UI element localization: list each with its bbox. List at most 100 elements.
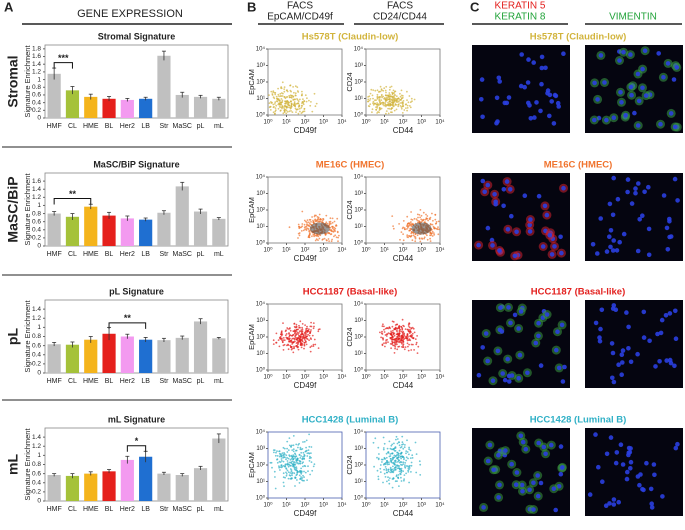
- if-nucleus: [518, 433, 524, 439]
- facs-event: [393, 352, 396, 354]
- facs-event: [306, 452, 309, 455]
- facs-event: [317, 347, 320, 349]
- facs-event: [390, 111, 392, 114]
- if-nucleus: [620, 462, 626, 467]
- if-nucleus: [625, 177, 631, 182]
- facs-event: [298, 442, 300, 445]
- y-tick-label: 10³: [256, 191, 265, 197]
- facs-event: [299, 448, 302, 451]
- facs-event: [435, 227, 438, 230]
- facs-event: [438, 228, 440, 231]
- facs-event: [293, 322, 296, 325]
- facs-event: [403, 478, 405, 480]
- facs-event: [317, 328, 320, 331]
- if-nucleus: [619, 372, 624, 378]
- facs-event: [298, 454, 301, 456]
- facs-event: [284, 463, 287, 466]
- facs-event: [391, 341, 394, 344]
- facs-event: [294, 485, 296, 487]
- facs-event: [295, 323, 298, 326]
- facs-event: [329, 217, 332, 220]
- facs-event: [401, 443, 403, 446]
- facs-event: [300, 455, 302, 457]
- row-label: pL: [5, 328, 21, 346]
- facs-title: FACS: [387, 1, 413, 12]
- facs-event: [411, 239, 414, 242]
- row-label: mL: [5, 454, 21, 475]
- facs-event: [308, 460, 311, 462]
- facs-event: [309, 346, 312, 349]
- facs-event: [310, 461, 313, 463]
- if-nucleus: [561, 51, 566, 56]
- facs-event: [407, 349, 410, 352]
- x-tick-label: mL: [214, 123, 224, 130]
- x-tick-label: Her2: [120, 378, 135, 385]
- bar: [102, 333, 116, 373]
- facs-event: [416, 352, 419, 354]
- facs-event: [403, 109, 406, 111]
- facs-event: [282, 472, 285, 475]
- if-nucleus: [523, 446, 529, 452]
- if-nucleus: [552, 244, 557, 249]
- y-tick-label: 10³: [354, 446, 363, 452]
- facs-event: [290, 464, 292, 467]
- x-tick-label: 10²: [399, 120, 408, 126]
- if-nucleus: [480, 345, 486, 350]
- if-nucleus: [487, 442, 493, 448]
- facs-event: [402, 226, 405, 229]
- facs-event: [292, 455, 295, 458]
- facs-event: [399, 102, 402, 104]
- if-nucleus: [641, 487, 646, 493]
- facs-event: [410, 331, 412, 334]
- facs-event: [288, 461, 291, 464]
- significance-label: ***: [58, 53, 69, 63]
- facs-event: [405, 107, 407, 109]
- y-tick-label: 10²: [256, 208, 265, 214]
- facs-event: [271, 101, 273, 104]
- if-nucleus: [619, 100, 624, 105]
- facs-event: [331, 217, 334, 220]
- facs-event: [271, 93, 274, 95]
- facs-event: [391, 331, 393, 334]
- facs-event: [313, 215, 316, 218]
- facs-event: [387, 452, 390, 454]
- facs-event: [319, 234, 322, 237]
- if-nucleus: [544, 212, 550, 218]
- facs-event: [393, 449, 396, 452]
- facs-event: [292, 448, 295, 451]
- facs-event: [311, 334, 314, 337]
- x-tick-label: MaSC: [173, 378, 192, 385]
- facs-event: [298, 482, 301, 484]
- y-tick-label: 0.8: [32, 333, 41, 340]
- facs-event: [369, 92, 372, 95]
- if-nucleus: [495, 348, 501, 354]
- facs-event: [410, 349, 413, 351]
- facs-event: [295, 325, 298, 328]
- facs-event: [382, 89, 385, 92]
- facs-event: [378, 106, 381, 109]
- if-nucleus: [536, 333, 541, 339]
- facs-event: [329, 220, 332, 223]
- facs-event: [331, 227, 334, 230]
- y-tick-label: 0: [37, 370, 41, 377]
- facs-event: [396, 461, 399, 463]
- y-tick-label: 0.2: [32, 235, 41, 242]
- facs-event: [395, 438, 397, 441]
- facs-event: [411, 326, 414, 329]
- facs-event: [391, 104, 394, 107]
- facs-event: [406, 215, 409, 218]
- facs-event: [310, 321, 312, 324]
- y-tick-label: 1.2: [32, 194, 41, 201]
- facs-event: [326, 222, 329, 225]
- facs-density: [309, 222, 330, 235]
- facs-event: [372, 441, 375, 444]
- facs-event: [434, 222, 437, 225]
- facs-event: [290, 446, 292, 448]
- facs-event: [414, 441, 417, 444]
- facs-event: [302, 474, 304, 477]
- facs-event: [305, 327, 308, 330]
- bar: [84, 96, 98, 118]
- if-nucleus: [547, 92, 553, 98]
- facs-event: [305, 446, 307, 449]
- facs-event: [411, 332, 414, 335]
